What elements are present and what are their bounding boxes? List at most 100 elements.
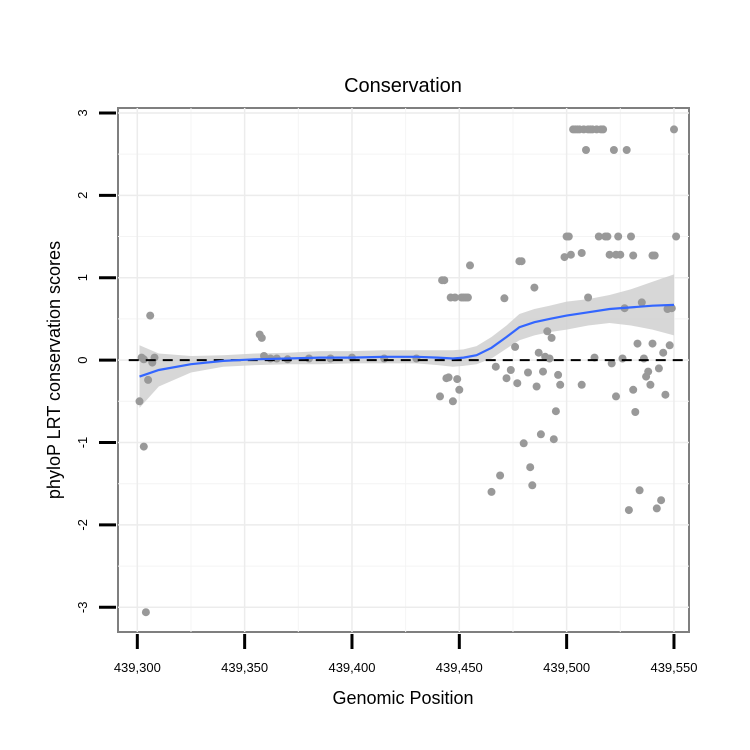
data-point xyxy=(648,339,657,348)
data-point xyxy=(444,373,453,382)
y-tick-label: -3 xyxy=(75,602,90,614)
data-point xyxy=(659,348,668,357)
x-axis-label: Genomic Position xyxy=(332,688,473,708)
data-point xyxy=(502,374,511,383)
data-point xyxy=(652,504,661,513)
data-point xyxy=(624,506,633,515)
data-point xyxy=(146,311,155,320)
data-point xyxy=(534,348,543,357)
x-tick-label: 439,500 xyxy=(543,660,590,675)
data-point xyxy=(519,439,528,448)
data-point xyxy=(448,397,457,406)
data-point xyxy=(627,232,635,241)
data-point xyxy=(629,385,638,394)
data-point xyxy=(605,250,614,259)
data-point xyxy=(665,341,674,350)
y-tick-label: 2 xyxy=(75,192,90,199)
data-points xyxy=(135,125,681,617)
x-tick-label: 439,450 xyxy=(436,660,483,675)
data-point xyxy=(496,471,505,480)
data-point xyxy=(436,392,444,401)
data-point xyxy=(491,362,500,371)
data-point xyxy=(532,382,541,391)
data-point xyxy=(654,364,663,373)
data-point xyxy=(539,367,547,376)
data-point xyxy=(556,380,565,389)
data-point xyxy=(644,367,653,376)
data-point xyxy=(631,408,640,416)
data-point xyxy=(564,232,573,241)
data-point xyxy=(453,375,462,384)
data-point xyxy=(599,125,608,134)
data-point xyxy=(455,385,464,394)
data-point xyxy=(139,442,148,451)
x-tick-label: 439,550 xyxy=(650,660,697,675)
data-point xyxy=(526,463,535,472)
data-point xyxy=(554,370,563,379)
data-point xyxy=(139,355,148,364)
data-point xyxy=(650,251,659,260)
confidence-band xyxy=(139,274,674,408)
data-point xyxy=(466,261,474,270)
data-point xyxy=(672,232,681,241)
y-tick-label: -1 xyxy=(75,437,90,449)
y-tick-label: 3 xyxy=(75,109,90,116)
data-point xyxy=(141,608,150,617)
data-point xyxy=(582,146,590,154)
data-point xyxy=(637,298,646,307)
x-tick-label: 439,400 xyxy=(328,660,375,675)
plot-area xyxy=(117,107,690,633)
data-point xyxy=(543,327,552,336)
data-point xyxy=(440,276,449,285)
data-point xyxy=(257,333,266,342)
data-point xyxy=(566,250,575,259)
data-point xyxy=(536,430,545,439)
data-point xyxy=(614,232,623,241)
data-point xyxy=(633,339,642,348)
data-point xyxy=(616,250,625,259)
data-point xyxy=(487,487,496,496)
data-point xyxy=(584,293,593,302)
y-tick-label: -2 xyxy=(75,519,90,531)
data-point xyxy=(524,368,532,377)
data-point xyxy=(463,293,472,302)
data-point xyxy=(657,496,666,505)
data-point xyxy=(577,380,586,389)
data-point xyxy=(528,481,537,490)
y-tick-label: 1 xyxy=(75,274,90,281)
data-point xyxy=(629,251,638,260)
data-point xyxy=(530,283,539,292)
y-axis: 3 2 1 0 -1 -2 -3 xyxy=(75,109,116,613)
x-tick-label: 439,350 xyxy=(221,660,268,675)
data-point xyxy=(607,359,616,368)
x-axis: 439,300 439,350 439,400 439,450 439,500 439,5… xyxy=(114,634,697,675)
data-point xyxy=(511,342,520,351)
data-point xyxy=(547,333,556,342)
data-point xyxy=(603,232,612,241)
data-point xyxy=(560,253,569,262)
data-point xyxy=(594,232,603,241)
data-point xyxy=(646,380,655,389)
data-point xyxy=(545,354,554,363)
data-point xyxy=(135,397,144,406)
y-axis-label: phyloP LRT conservation scores xyxy=(44,241,64,499)
data-point xyxy=(609,146,618,154)
x-tick-label: 439,300 xyxy=(114,660,161,675)
data-point xyxy=(667,304,676,313)
data-point xyxy=(612,392,620,401)
data-point xyxy=(618,354,627,363)
chart-title: Conservation xyxy=(344,75,462,97)
data-point xyxy=(549,435,558,444)
data-point xyxy=(577,249,586,257)
data-point xyxy=(551,407,560,416)
smooth-trend-line xyxy=(139,303,675,378)
data-point xyxy=(513,379,522,388)
data-point xyxy=(517,257,526,266)
y-tick-label: 0 xyxy=(75,356,90,363)
data-point xyxy=(451,293,459,302)
data-point xyxy=(506,366,515,374)
data-point xyxy=(500,294,509,303)
data-point xyxy=(635,486,644,495)
data-point xyxy=(639,354,648,363)
